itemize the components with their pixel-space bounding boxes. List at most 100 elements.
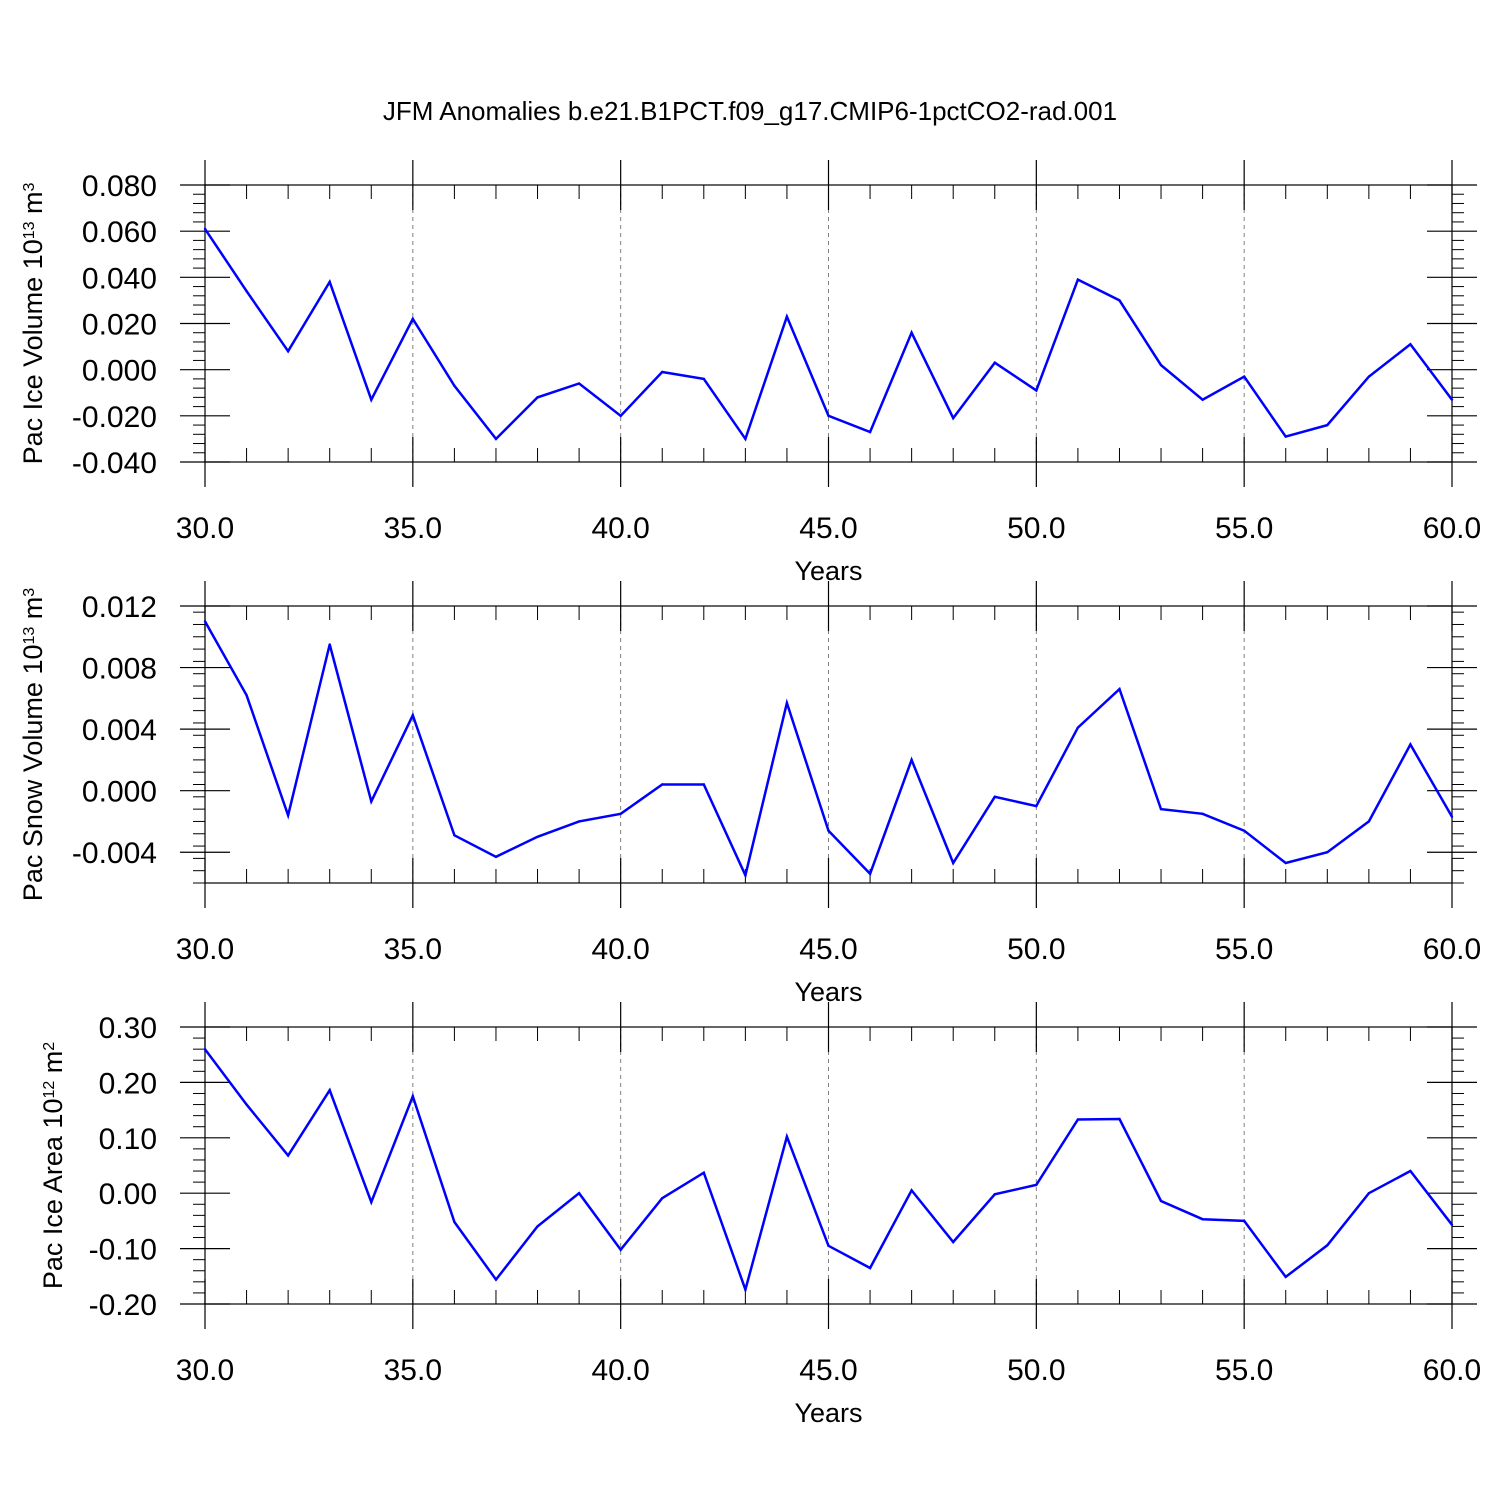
data-point [577, 820, 581, 823]
data-point [494, 437, 498, 441]
data-point [702, 377, 705, 381]
data-point [702, 1171, 705, 1174]
data-point [868, 872, 872, 875]
series-line [203, 620, 1454, 880]
data-point [1367, 820, 1371, 823]
data-point [993, 795, 996, 799]
data-point [785, 701, 789, 705]
data-point [1118, 299, 1121, 302]
x-tick-label: 60.0 [1423, 933, 1481, 966]
data-point [245, 694, 248, 697]
data-point [494, 1278, 498, 1281]
data-point [1409, 343, 1412, 346]
data-point [952, 416, 955, 420]
data-point [203, 620, 207, 623]
x-tick-label: 30.0 [176, 512, 234, 545]
data-point [868, 430, 872, 434]
data-point [370, 1200, 373, 1204]
data-point [370, 800, 373, 803]
data-point [1450, 815, 1454, 819]
data-point [910, 758, 913, 762]
data-point [411, 317, 415, 321]
data-point [328, 643, 331, 646]
data-point [744, 437, 747, 441]
data-point [910, 331, 913, 334]
data-point [1326, 1244, 1329, 1247]
data-point [411, 714, 415, 717]
data-point [1367, 1192, 1371, 1195]
y-tick-label: -0.004 [72, 837, 157, 870]
data-point [827, 414, 830, 418]
y-tick-label: -0.20 [89, 1289, 157, 1322]
data-point [245, 289, 248, 293]
data-point [702, 783, 705, 786]
y-tick-label: 0.000 [82, 355, 157, 388]
data-point [1159, 363, 1163, 367]
data-point [744, 874, 747, 877]
data-point [1409, 743, 1412, 746]
data-point [577, 382, 581, 385]
x-axis-title: Years [794, 1398, 862, 1428]
y-tick-label: -0.040 [72, 447, 157, 480]
data-point [453, 384, 456, 388]
data-point [1201, 1218, 1204, 1221]
y-tick-label: 0.00 [99, 1178, 157, 1211]
data-point [1076, 726, 1080, 729]
data-point [1076, 1118, 1080, 1121]
data-point [785, 1135, 789, 1138]
data-point [328, 1088, 331, 1092]
data-point [1159, 1199, 1163, 1203]
x-tick-label: 45.0 [799, 512, 857, 545]
data-point [868, 1266, 872, 1270]
x-tick-label: 50.0 [1007, 1354, 1065, 1387]
x-tick-label: 55.0 [1215, 512, 1273, 545]
x-tick-label: 60.0 [1423, 512, 1481, 545]
y-tick-label: 0.040 [82, 262, 157, 295]
data-point [785, 315, 789, 318]
x-tick-label: 55.0 [1215, 933, 1273, 966]
x-tick-label: 30.0 [176, 933, 234, 966]
x-tick-label: 50.0 [1007, 512, 1065, 545]
x-tick-label: 35.0 [384, 933, 442, 966]
x-tick-label: 35.0 [384, 1354, 442, 1387]
data-point [1118, 1117, 1121, 1121]
y-axis-title: Pac Ice Volume 1013 m3 [18, 182, 48, 464]
x-tick-label: 30.0 [176, 1354, 234, 1387]
data-point [661, 783, 664, 786]
y-axis-title: Pac Snow Volume 1013 m3 [18, 588, 48, 901]
data-point [1284, 861, 1287, 865]
data-point [827, 829, 830, 832]
data-point [1409, 1169, 1412, 1173]
data-point [952, 861, 955, 865]
data-point [744, 1288, 747, 1291]
data-point [1201, 812, 1204, 815]
data-point [536, 1225, 539, 1228]
data-point [619, 414, 622, 418]
data-point [328, 280, 331, 284]
x-tick-label: 45.0 [799, 933, 857, 966]
data-point [203, 1047, 207, 1051]
data-point [370, 398, 373, 401]
x-tick-label: 60.0 [1423, 1354, 1481, 1387]
y-tick-label: 0.020 [82, 309, 157, 342]
data-point [577, 1192, 581, 1195]
data-point [827, 1244, 830, 1248]
data-point [494, 855, 498, 859]
data-point [1118, 687, 1121, 691]
data-point [910, 1189, 913, 1192]
x-tick-label: 35.0 [384, 512, 442, 545]
data-point [536, 396, 539, 399]
data-point [536, 835, 539, 839]
data-point [1242, 829, 1246, 832]
data-point [453, 834, 456, 837]
y-tick-label: 0.10 [99, 1123, 157, 1156]
data-point [1450, 398, 1454, 401]
data-point [1201, 398, 1204, 401]
x-tick-label: 40.0 [591, 1354, 649, 1387]
y-tick-label: 0.30 [99, 1012, 157, 1045]
data-point [619, 1248, 622, 1251]
data-point [1367, 375, 1371, 378]
data-point [453, 1220, 456, 1224]
data-point [661, 370, 664, 374]
